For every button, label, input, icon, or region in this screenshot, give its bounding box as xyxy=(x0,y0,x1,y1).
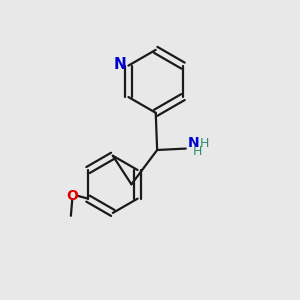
Text: H: H xyxy=(200,137,209,150)
Text: O: O xyxy=(66,189,78,203)
Text: H: H xyxy=(193,145,202,158)
Text: N: N xyxy=(113,57,126,72)
Text: N: N xyxy=(188,136,200,150)
